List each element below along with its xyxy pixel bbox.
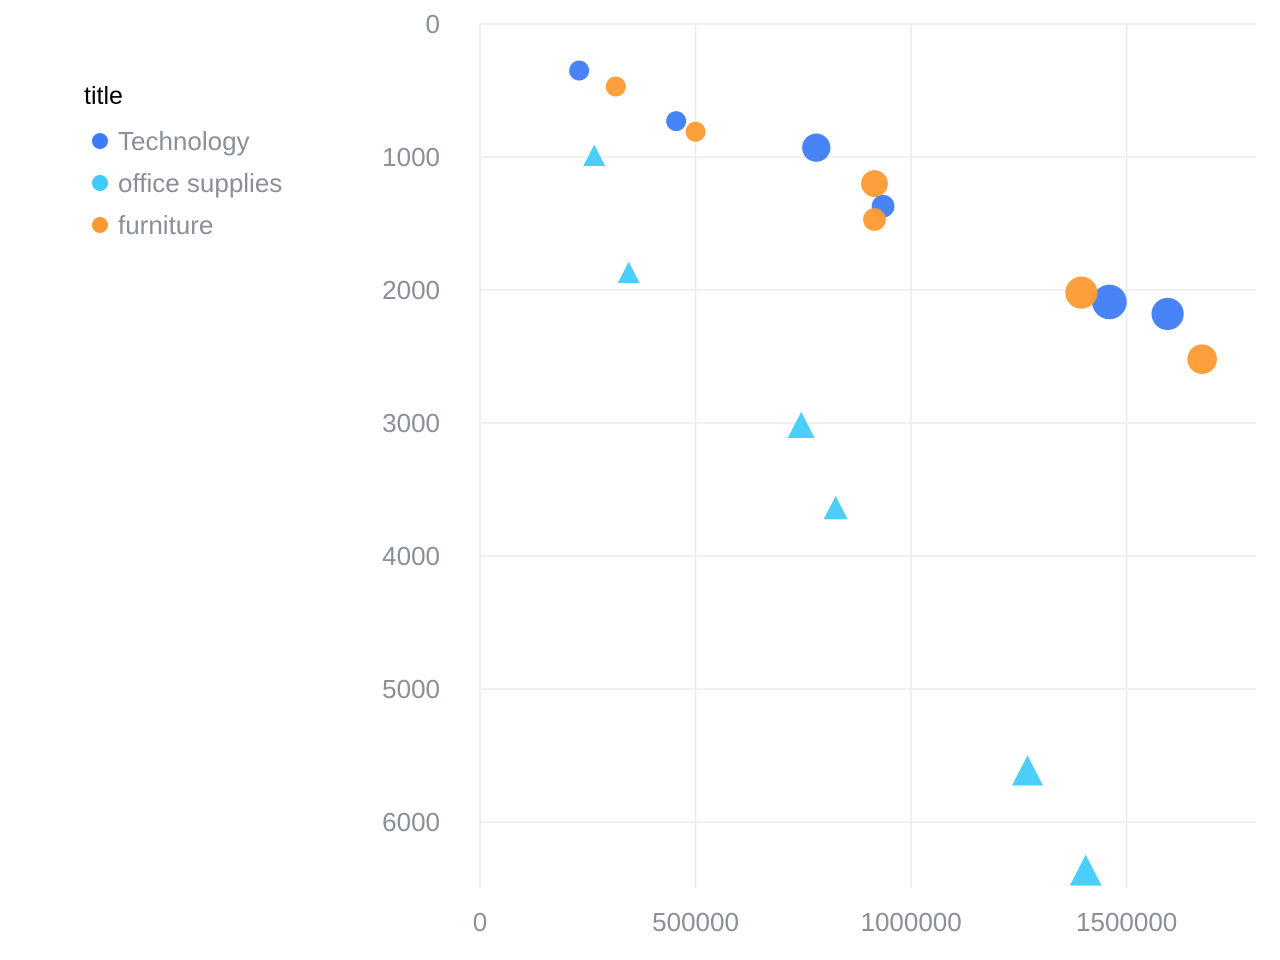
legend-label-office-supplies: office supplies xyxy=(118,167,283,198)
y-tick-label-2: 2000 xyxy=(382,275,440,305)
point-technology-2[interactable] xyxy=(802,133,831,162)
point-technology-1[interactable] xyxy=(666,111,687,132)
x-tick-label-2: 1000000 xyxy=(860,907,961,937)
y-tick-label-1: 1000 xyxy=(382,142,440,172)
legend-marker-furniture xyxy=(92,217,108,233)
y-tick-label-5: 5000 xyxy=(382,674,440,704)
legend-label-furniture: furniture xyxy=(118,209,214,240)
x-tick-label-0: 0 xyxy=(473,907,487,937)
x-axis: 0 500000 1000000 1500000 xyxy=(473,907,1178,937)
legend-item-furniture[interactable]: furniture xyxy=(84,197,282,253)
grid xyxy=(479,23,1256,888)
x-tick-label-3: 1500000 xyxy=(1076,907,1177,937)
legend-item-technology[interactable]: Technology xyxy=(84,113,282,169)
point-office-supplies-0[interactable] xyxy=(583,144,606,166)
legend-marker-office-supplies xyxy=(92,175,108,191)
legend-title: title xyxy=(84,82,123,110)
point-furniture-4[interactable] xyxy=(1065,276,1098,309)
legend-label-technology: Technology xyxy=(118,125,250,156)
point-furniture-2[interactable] xyxy=(861,170,888,198)
y-tick-label-4: 4000 xyxy=(382,541,440,571)
plot-area xyxy=(569,60,1217,886)
point-office-supplies-2[interactable] xyxy=(787,411,815,439)
point-technology-5[interactable] xyxy=(1151,297,1184,331)
point-office-supplies-5[interactable] xyxy=(1069,854,1102,886)
point-furniture-0[interactable] xyxy=(605,76,626,97)
point-office-supplies-1[interactable] xyxy=(617,261,640,284)
point-furniture-1[interactable] xyxy=(685,121,706,142)
y-tick-label-6: 6000 xyxy=(382,807,440,837)
y-tick-label-3: 3000 xyxy=(382,408,440,438)
point-furniture-3[interactable] xyxy=(863,208,886,231)
point-furniture-5[interactable] xyxy=(1187,344,1217,374)
point-office-supplies-3[interactable] xyxy=(823,495,848,520)
x-tick-label-1: 500000 xyxy=(652,907,739,937)
legend: title Technology office supplies furnitu… xyxy=(84,82,282,253)
point-office-supplies-4[interactable] xyxy=(1011,755,1044,786)
point-technology-0[interactable] xyxy=(569,60,590,81)
y-tick-label-0: 0 xyxy=(426,9,440,39)
legend-marker-technology xyxy=(92,133,108,149)
legend-item-office-supplies[interactable]: office supplies xyxy=(84,155,282,211)
point-technology-4[interactable] xyxy=(1092,284,1127,320)
y-axis: 0 1000 2000 3000 4000 5000 6000 xyxy=(382,9,440,837)
